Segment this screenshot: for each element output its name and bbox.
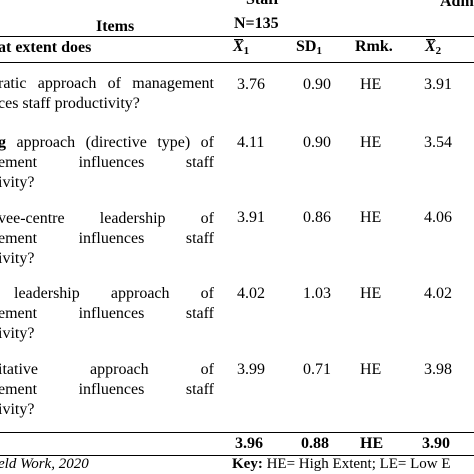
sd1-cell: 0.71 xyxy=(303,361,331,378)
table-row: vee-centre leadership of ement influence… xyxy=(0,209,214,269)
item-line: itative approach of xyxy=(0,361,214,378)
total-sd1: 0.88 xyxy=(301,435,329,452)
totals-rule-top xyxy=(0,432,474,433)
items-column-header: Items xyxy=(96,18,135,35)
total-rmk: HE xyxy=(360,435,384,452)
item-line: ement influences staff xyxy=(0,305,214,322)
rmk-cell: HE xyxy=(360,361,382,378)
item-line: ivity? xyxy=(0,174,35,191)
table-row-continued: ement influences staff ivity? xyxy=(0,304,214,344)
item-line: ement influences staff xyxy=(0,230,214,247)
item-line: leadership approach of xyxy=(14,285,214,302)
rmk-cell: HE xyxy=(360,76,382,93)
item-line: vee-centre leadership of xyxy=(0,210,214,227)
mean2-cell: 4.06 xyxy=(424,209,452,226)
mean1-cell: 4.02 xyxy=(237,285,265,302)
sd1-cell: 1.03 xyxy=(303,285,331,302)
admin-group-label: Adm xyxy=(440,0,474,10)
sd1-cell: 0.86 xyxy=(303,209,331,226)
rmk-cell: HE xyxy=(360,209,382,226)
items-sub-header: at extent does xyxy=(0,39,92,56)
mean1-cell: 3.99 xyxy=(237,361,265,378)
rmk-cell: HE xyxy=(360,285,382,302)
header-rule-top xyxy=(0,36,474,37)
totals-rule-bottom xyxy=(0,455,474,456)
key-note: Key: HE= High Extent; LE= Low E xyxy=(232,456,451,472)
mean1-cell: 3.76 xyxy=(237,76,265,93)
mean1-cell: 4.11 xyxy=(237,134,265,151)
rmk-cell: HE xyxy=(360,134,382,151)
table-row: leadership approach of xyxy=(14,284,214,304)
mean2-cell: 3.91 xyxy=(424,76,452,93)
staff-group-label: Staff xyxy=(246,0,279,9)
item-line: ement influences staff xyxy=(0,381,214,398)
item-line: ces staff productivity? xyxy=(0,95,140,112)
col-rmk-header: Rmk. xyxy=(355,38,393,55)
source-note: eld Work, 2020 xyxy=(0,456,89,472)
mean2-cell: 3.98 xyxy=(424,361,452,378)
item-line: ement influences staff xyxy=(0,154,214,171)
col-mean2-header: X2 xyxy=(425,38,442,57)
table-row: itative approach of ement influences sta… xyxy=(0,360,214,420)
item-line: ratic approach of management xyxy=(0,75,214,92)
sd1-cell: 0.90 xyxy=(303,134,331,151)
table-row: g approach (directive type) of ement inf… xyxy=(0,133,214,193)
mean1-cell: 3.91 xyxy=(237,209,265,226)
mean2-cell: 4.02 xyxy=(424,285,452,302)
sd1-cell: 0.90 xyxy=(303,76,331,93)
item-line: ivity? xyxy=(0,325,35,342)
staff-sample-size: N=135 xyxy=(234,15,279,32)
item-line: g approach (directive type) of xyxy=(0,134,214,151)
col-mean1-header: X1 xyxy=(233,38,250,57)
col-sd1-header: SD1 xyxy=(296,38,322,57)
total-mean1: 3.96 xyxy=(235,435,263,452)
header-rule-bottom xyxy=(0,62,474,63)
item-line: ivity? xyxy=(0,250,35,267)
table-row: ratic approach of management ces staff p… xyxy=(0,74,214,114)
total-mean2: 3.90 xyxy=(422,435,450,452)
item-bold-prefix: g xyxy=(0,134,6,151)
mean2-cell: 3.54 xyxy=(424,134,452,151)
item-line: ivity? xyxy=(0,401,35,418)
